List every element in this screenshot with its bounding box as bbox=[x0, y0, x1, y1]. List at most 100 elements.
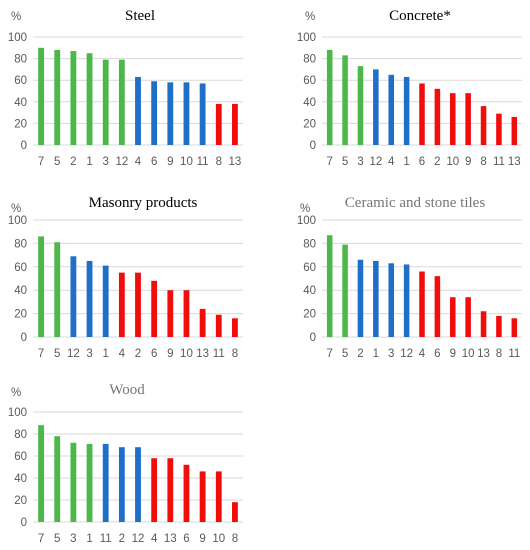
y-tick-label: 80 bbox=[14, 238, 27, 250]
x-category-label: 9 bbox=[450, 348, 456, 360]
y-tick-label: 100 bbox=[297, 32, 316, 44]
bar bbox=[199, 308, 206, 337]
bar bbox=[54, 49, 61, 145]
bar bbox=[342, 244, 348, 337]
x-category-label: 7 bbox=[38, 348, 44, 360]
x-category-label: 6 bbox=[151, 156, 157, 168]
bar bbox=[70, 442, 77, 522]
x-category-label: 6 bbox=[151, 348, 157, 360]
y-tick-label: 60 bbox=[14, 262, 27, 274]
bar bbox=[70, 256, 77, 337]
y-unit-label: % bbox=[300, 203, 310, 215]
bar bbox=[102, 265, 109, 337]
x-category-label: 3 bbox=[388, 348, 394, 360]
bar bbox=[151, 458, 158, 522]
bar bbox=[215, 471, 222, 522]
bar bbox=[357, 259, 364, 337]
x-category-label: 2 bbox=[70, 156, 76, 168]
y-unit-label: % bbox=[11, 11, 21, 23]
x-category-label: 4 bbox=[419, 348, 426, 360]
y-tick-label: 0 bbox=[310, 332, 316, 344]
y-tick-label: 100 bbox=[8, 32, 27, 44]
bar bbox=[434, 276, 441, 337]
bar bbox=[419, 83, 425, 145]
y-tick-label: 0 bbox=[21, 332, 27, 344]
bar bbox=[70, 51, 77, 145]
y-tick-label: 20 bbox=[303, 309, 316, 321]
bar bbox=[135, 447, 141, 522]
x-category-label: 2 bbox=[434, 156, 440, 168]
bar bbox=[38, 425, 44, 522]
bar bbox=[151, 81, 158, 145]
bar bbox=[373, 260, 379, 337]
y-tick-label: 40 bbox=[303, 97, 316, 109]
y-tick-label: 40 bbox=[14, 97, 27, 109]
x-category-label: 11 bbox=[100, 533, 112, 545]
y-unit-label: % bbox=[11, 203, 21, 215]
bar bbox=[118, 272, 125, 337]
x-category-label: 6 bbox=[434, 348, 440, 360]
bar bbox=[38, 236, 44, 337]
x-category-label: 9 bbox=[167, 156, 173, 168]
y-tick-label: 100 bbox=[8, 215, 27, 227]
y-tick-label: 80 bbox=[303, 238, 316, 250]
bar bbox=[199, 471, 206, 522]
bar bbox=[232, 502, 238, 522]
bar bbox=[38, 47, 44, 145]
x-category-label: 8 bbox=[216, 156, 222, 168]
bar bbox=[465, 93, 471, 145]
x-category-label: 12 bbox=[132, 533, 145, 545]
bar bbox=[326, 49, 333, 145]
bar bbox=[496, 315, 502, 337]
x-category-label: 5 bbox=[342, 156, 348, 168]
x-category-label: 1 bbox=[403, 156, 409, 168]
x-category-label: 2 bbox=[135, 348, 141, 360]
x-category-label: 7 bbox=[326, 348, 332, 360]
x-category-label: 13 bbox=[229, 156, 242, 168]
y-tick-label: 80 bbox=[14, 429, 27, 441]
bar bbox=[183, 82, 190, 145]
bar bbox=[388, 263, 394, 337]
y-tick-label: 0 bbox=[310, 140, 316, 152]
x-category-label: 9 bbox=[199, 533, 205, 545]
x-category-label: 2 bbox=[357, 348, 363, 360]
bar bbox=[511, 116, 518, 145]
bar bbox=[151, 280, 158, 337]
x-category-label: 1 bbox=[86, 533, 92, 545]
x-category-label: 3 bbox=[70, 533, 76, 545]
bar bbox=[183, 464, 190, 522]
chart-title: Wood bbox=[109, 382, 145, 398]
x-category-label: 7 bbox=[326, 156, 332, 168]
x-category-label: 3 bbox=[102, 156, 108, 168]
y-unit-label: % bbox=[11, 387, 21, 399]
x-category-label: 1 bbox=[86, 156, 92, 168]
bar bbox=[118, 59, 125, 145]
bar bbox=[232, 103, 238, 145]
bar bbox=[54, 242, 61, 337]
x-category-label: 5 bbox=[54, 156, 60, 168]
x-category-label: 4 bbox=[135, 156, 142, 168]
x-category-label: 6 bbox=[419, 156, 425, 168]
bar bbox=[102, 59, 109, 145]
y-tick-label: 20 bbox=[14, 118, 27, 130]
bar bbox=[342, 55, 348, 145]
bar bbox=[215, 314, 222, 337]
y-tick-label: 100 bbox=[297, 215, 316, 227]
x-category-label: 8 bbox=[232, 348, 238, 360]
y-tick-label: 40 bbox=[14, 285, 27, 297]
chart-panel: Concrete*% 0 20 40 60 80 100 7 5 3 12 4 1 6 2 10 9 8 11 13 bbox=[297, 8, 522, 168]
x-category-label: 13 bbox=[196, 348, 209, 360]
x-category-label: 9 bbox=[465, 156, 471, 168]
bar bbox=[167, 458, 174, 522]
x-category-label: 8 bbox=[480, 156, 486, 168]
x-category-label: 13 bbox=[508, 156, 521, 168]
x-category-label: 5 bbox=[342, 348, 348, 360]
x-category-label: 4 bbox=[119, 348, 126, 360]
bar bbox=[232, 318, 238, 337]
x-category-label: 2 bbox=[119, 533, 125, 545]
x-category-label: 13 bbox=[477, 348, 490, 360]
